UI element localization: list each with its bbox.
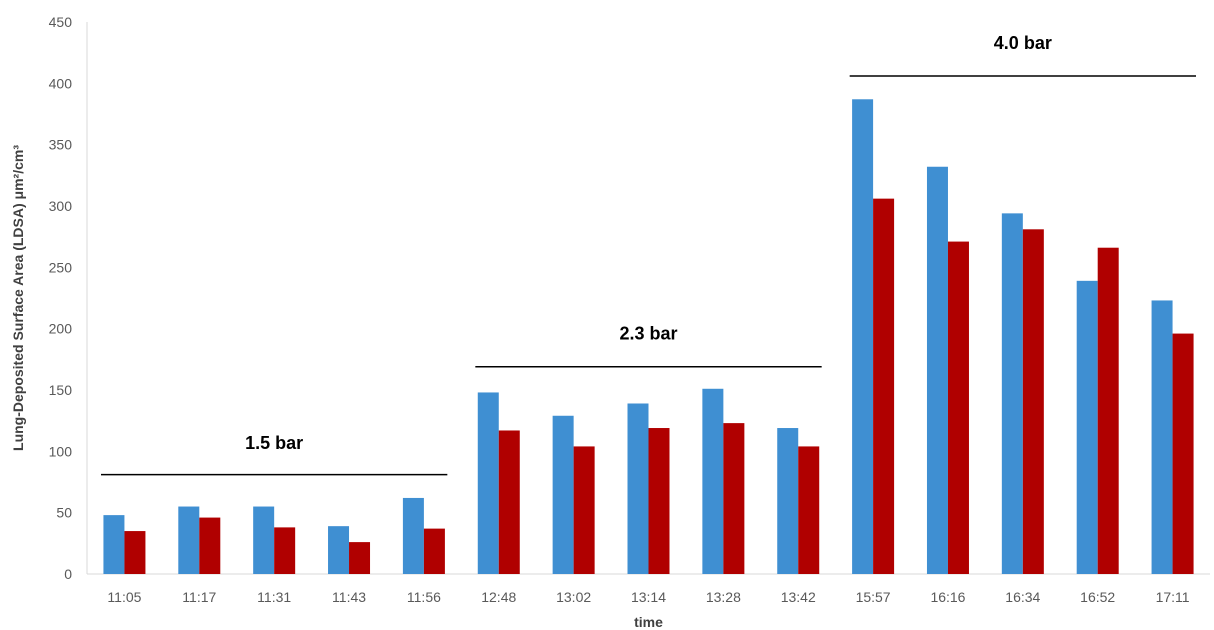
bar-series <box>103 99 1194 575</box>
x-tick-label: 17:11 <box>1156 589 1190 605</box>
bar <box>852 99 874 574</box>
bar <box>573 446 595 574</box>
bar <box>1076 280 1098 574</box>
y-tick-label: 200 <box>49 321 73 337</box>
bar <box>873 198 895 574</box>
y-tick-label: 450 <box>49 14 73 30</box>
bar <box>103 515 125 574</box>
x-tick-label: 16:52 <box>1080 589 1115 605</box>
bar <box>1172 333 1194 574</box>
bar <box>798 446 820 574</box>
bar <box>402 497 424 574</box>
bar <box>1151 300 1173 574</box>
bar <box>253 506 275 574</box>
bar <box>777 428 799 574</box>
x-tick-label: 15:57 <box>856 589 891 605</box>
y-tick-label: 400 <box>49 75 73 91</box>
y-axis-title: Lung-Deposited Surface Area (LDSA) μm²/c… <box>10 145 26 451</box>
x-tick-label: 13:02 <box>556 589 591 605</box>
x-tick-label: 13:42 <box>781 589 816 605</box>
bar <box>423 528 445 574</box>
bar <box>178 506 200 574</box>
y-tick-label: 250 <box>49 259 73 275</box>
x-tick-label: 13:14 <box>631 589 666 605</box>
x-tick-label: 11:05 <box>107 589 141 605</box>
y-tick-label: 300 <box>49 198 73 214</box>
bar <box>199 517 221 574</box>
y-tick-label: 350 <box>49 137 73 153</box>
x-tick-label: 13:28 <box>706 589 741 605</box>
bar <box>328 526 350 574</box>
x-tick-label: 16:34 <box>1005 589 1040 605</box>
x-tick-label: 12:48 <box>481 589 516 605</box>
bar <box>926 166 948 574</box>
x-axis-title: time <box>634 614 663 630</box>
bar <box>477 392 499 574</box>
bar <box>702 388 724 574</box>
x-tick-label: 11:31 <box>257 589 291 605</box>
x-tick-labels: 11:05 11:17 11:31 11:43 11:56 12:48 13:02 13:14… <box>107 589 1189 605</box>
bar <box>349 542 371 574</box>
y-tick-label: 150 <box>49 382 73 398</box>
x-tick-label: 11:43 <box>332 589 366 605</box>
y-tick-label: 100 <box>49 443 73 459</box>
x-tick-label: 11:56 <box>407 589 441 605</box>
bar <box>1097 247 1119 574</box>
group-label: 2.3 bar <box>619 324 677 344</box>
bar <box>1022 229 1044 574</box>
bar <box>552 415 574 574</box>
group-label: 4.0 bar <box>994 33 1052 53</box>
bar <box>1001 213 1023 575</box>
bar <box>274 527 296 574</box>
y-tick-labels: 0 50 100 150 200 250 300 350 400 450 <box>49 14 73 582</box>
x-tick-label: 11:17 <box>182 589 216 605</box>
bar <box>723 423 745 574</box>
bar <box>947 241 969 574</box>
bar <box>498 430 520 574</box>
bar <box>648 428 670 574</box>
y-tick-label: 0 <box>64 566 72 582</box>
group-annotations: 1.5 bar 2.3 bar 4.0 bar <box>101 33 1196 476</box>
y-tick-label: 50 <box>56 505 72 521</box>
x-tick-label: 16:16 <box>930 589 965 605</box>
bar <box>627 403 649 574</box>
group-label: 1.5 bar <box>245 433 303 453</box>
bar <box>124 531 146 574</box>
